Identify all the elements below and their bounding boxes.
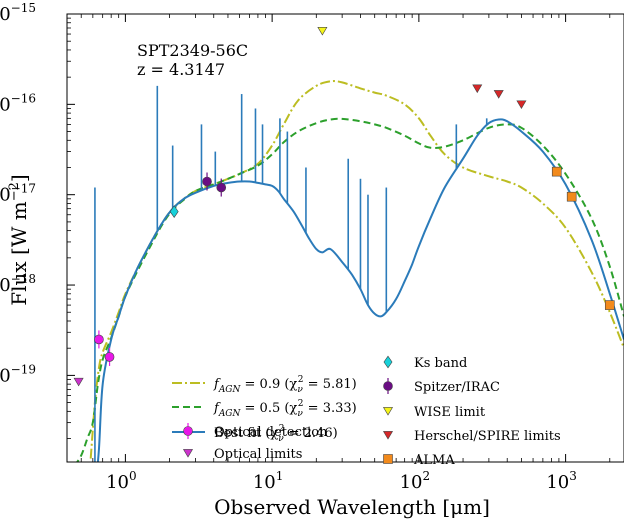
point-optical_detection (104, 352, 115, 362)
legend-marker-optical_detection (183, 426, 193, 436)
x-tick-label: 100 (106, 469, 137, 493)
legend-label-optical_limits: Optical limits (214, 447, 302, 462)
legend-label-alma: ALMA (413, 453, 455, 468)
axis-ticks: 100 101 102 103 10−19 10−18 10−17 10−16 10−15 (0, 1, 611, 493)
y-tick-label: 10−17 (0, 182, 36, 206)
legend: fAGN = 0.9 (χν2 = 5.81) fAGN = 0.5 (χν2 =… (172, 355, 561, 468)
y-tick-label: 10−15 (0, 1, 36, 25)
model-curve-best (96, 118, 624, 462)
legend-label-ks_band: Ks band (414, 356, 467, 371)
point-alma (566, 191, 577, 202)
x-tick-label: 102 (400, 469, 431, 493)
legend-label-agn05: fAGN = 0.5 (χν2 = 3.33) (213, 399, 357, 419)
legend-marker-alma (383, 454, 393, 464)
x-tick-label: 103 (546, 469, 577, 493)
source-name: SPT2349-56C (137, 41, 248, 60)
legend-marker-wise_limit (382, 407, 394, 416)
legend-marker-optical_limits (182, 449, 194, 458)
model-curve-agn09 (89, 80, 624, 459)
point-alma (604, 300, 615, 310)
point-herschel_spire (516, 100, 527, 109)
legend-marker-spitzer_irac (383, 381, 393, 391)
y-axis-label: Flux [W m−2] (7, 174, 31, 305)
model-curve-agn05 (75, 117, 624, 462)
x-axis-label: Observed Wavelength [μm] (214, 495, 490, 519)
legend-label-herschel_spire: Herschel/SPIRE limits (414, 429, 561, 444)
model-curves (75, 80, 624, 462)
point-wise_limit (317, 27, 328, 36)
point-spitzer_irac (202, 176, 212, 187)
legend-label-agn09: fAGN = 0.9 (χν2 = 5.81) (213, 375, 357, 395)
point-alma (551, 166, 562, 177)
y-tick-label: 10−19 (0, 362, 36, 386)
point-herschel_spire (472, 84, 483, 94)
legend-label-spitzer_irac: Spitzer/IRAC (414, 380, 500, 395)
legend-marker-ks_band (383, 355, 393, 369)
redshift-label: z = 4.3147 (137, 60, 225, 79)
legend-label-optical_detection: Optical detection (214, 425, 328, 440)
photometry-points (73, 27, 615, 387)
point-herschel_spire (493, 90, 504, 99)
legend-marker-herschel_spire (382, 431, 394, 440)
x-tick-label: 101 (253, 469, 284, 493)
plot-frame (66, 13, 624, 463)
legend-label-wise_limit: WISE limit (414, 405, 486, 420)
y-tick-label: 10−16 (0, 91, 36, 115)
point-spitzer_irac (216, 182, 227, 193)
point-optical_detection (94, 334, 104, 345)
point-ks_band (169, 205, 179, 218)
y-tick-label: 10−18 (0, 272, 36, 296)
point-optical_limits (73, 377, 84, 387)
legend-label-best: Best fit (χν2 = 2.46) (214, 424, 338, 444)
